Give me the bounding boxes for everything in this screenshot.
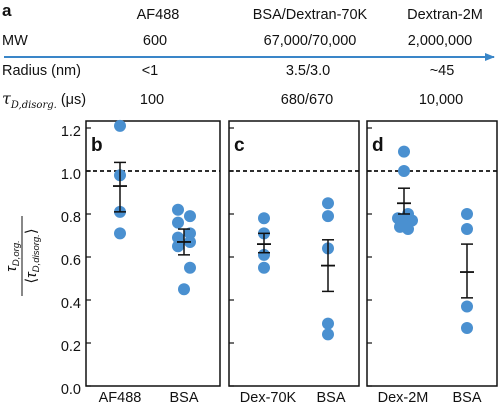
x-tick-label-bsa: BSA xyxy=(169,390,198,406)
data-point xyxy=(322,210,334,223)
panel-c-frame xyxy=(228,120,360,387)
mw-bsa-dextran-70k: 67,000/70,000 xyxy=(264,33,357,49)
data-point xyxy=(184,210,196,223)
y-label-numerator: τD,org. xyxy=(3,240,22,272)
y-tick-label: 1.0 xyxy=(61,167,81,183)
data-point xyxy=(461,223,473,236)
panel-b-marks xyxy=(86,119,220,387)
y-axis-label: τD,org. ⟨τD,disorg.⟩ xyxy=(3,216,42,296)
data-point xyxy=(172,240,184,253)
row-label-radius: Radius (nm) xyxy=(2,63,81,79)
error-bar xyxy=(113,161,127,213)
panel-b: b AF488 BSA xyxy=(85,119,221,406)
data-point xyxy=(258,248,270,261)
x-tick-label-bsa: BSA xyxy=(452,390,481,406)
data-point xyxy=(178,283,190,296)
panel-b-label: b xyxy=(91,135,103,156)
radius-dextran-2m: ~45 xyxy=(430,63,455,79)
row-label-mw: MW xyxy=(2,33,28,49)
panel-d-marks xyxy=(367,127,497,387)
panel-a-label: a xyxy=(2,1,12,20)
error-bar xyxy=(257,232,271,254)
panel-d-label: d xyxy=(372,135,384,156)
column-header-af488: AF488 xyxy=(137,7,180,23)
data-point xyxy=(398,165,410,177)
x-tick-label-dex-70k: Dex-70K xyxy=(240,390,297,406)
mw-af488: 600 xyxy=(143,33,167,49)
panel-c-label: c xyxy=(234,135,245,156)
panel-b-frame xyxy=(85,120,221,387)
panel-c: c Dex-70K BSA xyxy=(228,120,360,406)
data-point xyxy=(398,145,410,158)
tau-af488: 100 xyxy=(140,92,164,108)
data-point xyxy=(402,223,414,236)
x-tick-label-af488: AF488 xyxy=(99,390,142,406)
panel-d: d Dex-2M BSA xyxy=(366,120,498,406)
y-tick-label: 1.2 xyxy=(61,124,81,140)
x-tick-label-dex-2m: Dex-2M xyxy=(378,390,429,406)
data-point xyxy=(461,208,473,220)
data-point xyxy=(114,227,126,240)
column-header-dextran-2m: Dextran-2M xyxy=(407,7,483,23)
data-point xyxy=(184,261,196,274)
data-point xyxy=(322,197,334,210)
panel-d-frame xyxy=(366,120,498,387)
y-tick-labels: 0.0 0.2 0.4 0.6 0.8 1.0 1.2 xyxy=(61,124,81,398)
radius-af488: <1 xyxy=(142,63,159,79)
y-tick-label: 0.4 xyxy=(61,296,81,312)
y-tick-label: 0.8 xyxy=(61,210,81,226)
tau-bsa-dextran-70k: 680/670 xyxy=(281,92,333,108)
tau-dextran-2m: 10,000 xyxy=(419,92,463,108)
panel-a-table: a AF488 BSA/Dextran-70K Dextran-2M MW 60… xyxy=(2,1,495,111)
column-header-bsa-dextran-70k: BSA/Dextran-70K xyxy=(253,7,368,23)
y-tick-label: 0.6 xyxy=(61,253,81,269)
data-point xyxy=(461,321,473,334)
data-point xyxy=(172,203,184,216)
data-point xyxy=(114,119,126,132)
data-point xyxy=(322,317,334,330)
error-bar xyxy=(397,187,411,215)
data-point xyxy=(258,261,270,274)
data-point xyxy=(322,328,334,341)
error-bar xyxy=(321,239,335,293)
y-label-denominator: ⟨τD,disorg.⟩ xyxy=(23,228,42,283)
x-tick-label-bsa: BSA xyxy=(316,390,345,406)
data-point xyxy=(172,231,184,244)
y-tick-label: 0.0 xyxy=(61,382,81,398)
data-point xyxy=(172,216,184,229)
radius-bsa-dextran-70k: 3.5/3.0 xyxy=(286,63,330,79)
data-point xyxy=(258,212,270,225)
data-point xyxy=(184,227,196,240)
mw-dextran-2m: 2,000,000 xyxy=(408,33,473,49)
error-bar xyxy=(177,228,191,256)
error-bar xyxy=(460,243,474,299)
data-point xyxy=(461,300,473,313)
row-label-tau-disorg: τD,disorg. (μs) xyxy=(2,89,86,111)
y-tick-label: 0.2 xyxy=(61,339,81,355)
panel-c-marks xyxy=(229,127,359,387)
